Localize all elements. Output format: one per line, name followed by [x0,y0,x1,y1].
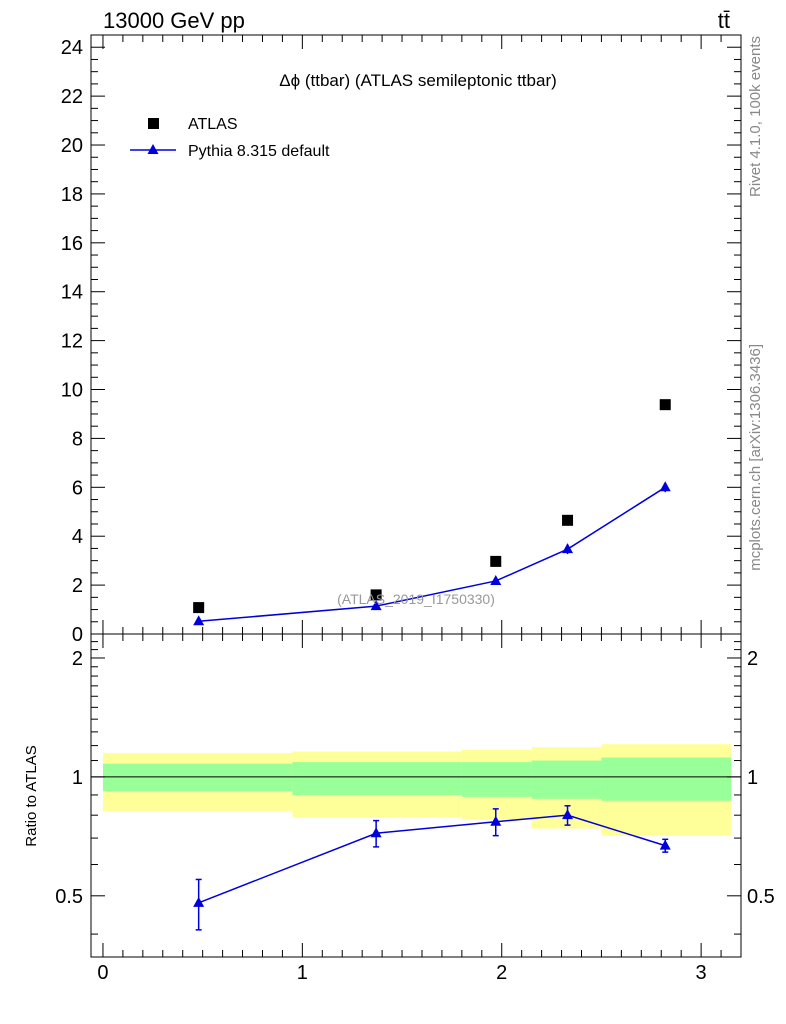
atlas-data-point [370,589,382,601]
inner-uncertainty-band [461,762,532,797]
y-tick-label: 22 [61,86,83,108]
y-tick-label: 2 [72,575,83,597]
ratio-y-tick-label: 1 [72,767,83,789]
energy-label: 13000 GeV pp [103,8,245,33]
x-tick-label: 0 [97,962,108,984]
ratio-y-tick-label: 0.5 [55,886,83,908]
inner-uncertainty-band [102,763,293,792]
inner-uncertainty-band [531,760,602,799]
legend-atlas-label: ATLAS [188,116,238,133]
ratio-panel: 0.5 0.5 1 1 2 2 0 1 2 3 Ratio to ATLAS [23,633,775,984]
y-tick-label: 20 [61,135,83,157]
atlas-data-point [490,555,502,567]
x-tick-label: 3 [696,962,707,984]
plot-title: Δϕ (ttbar) (ATLAS semileptonic ttbar) [279,71,557,90]
y-tick-label: 24 [61,37,83,59]
ratio-pythia-point [193,896,205,907]
ratio-y-axis-label: Ratio to ATLAS [23,745,40,846]
legend: ATLAS Pythia 8.315 default [130,116,330,160]
y-tick-label: 16 [61,233,83,255]
legend-pythia-marker [147,144,159,154]
main-data [193,399,671,626]
ratio-uncertainty-bands [91,744,741,836]
x-tick-label: 2 [496,962,507,984]
atlas-data-point [193,602,205,614]
y-tick-label: 10 [61,380,83,402]
y-tick-label: 6 [72,477,83,499]
pythia-data-point [490,574,502,585]
pythia-data-point [562,543,574,554]
x-tick-label: 1 [297,962,308,984]
ratio-pythia-point [562,809,574,820]
pythia-data-point [370,600,382,611]
inner-uncertainty-band [292,762,462,795]
ratio-y-tick-label: 2 [72,648,83,670]
rivet-label: Rivet 4.1.0, 100k events [747,36,764,197]
atlas-data-point [562,514,574,526]
ratio-axes: 0.5 0.5 1 1 2 2 0 1 2 3 [55,634,775,984]
ratio-y-tick-label-right: 2 [747,648,758,670]
ratio-data [193,805,671,931]
pythia-data-point [659,481,671,492]
y-tick-label: 12 [61,331,83,353]
y-tick-label: 14 [61,282,83,304]
ratio-pythia-point [370,827,382,838]
inner-uncertainty-band [601,757,732,801]
atlas-data-point [659,399,671,411]
y-tick-label: 8 [72,428,83,450]
ratio-y-tick-label-right: 0.5 [747,886,775,908]
ratio-pythia-point [659,839,671,850]
y-tick-label: 0 [72,624,83,646]
legend-atlas-marker [148,118,159,129]
legend-pythia-label: Pythia 8.315 default [188,143,330,160]
y-tick-label: 4 [72,526,83,548]
ratio-frame [90,633,742,958]
process-label: tt̄ [718,8,730,33]
ratio-pythia-point [490,815,502,826]
analysis-watermark: (ATLAS_2019_I1750330) [337,591,495,607]
ratio-y-tick-label-right: 1 [747,767,758,789]
pythia-data-point [193,615,205,626]
y-tick-label: 18 [61,184,83,206]
mcplots-label: mcplots.cern.ch [arXiv:1306.3436] [747,344,764,571]
